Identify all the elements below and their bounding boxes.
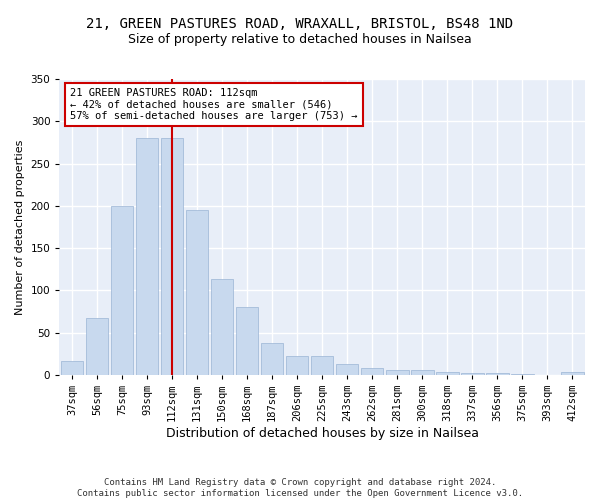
Bar xyxy=(411,370,434,375)
Bar xyxy=(161,138,183,375)
Bar xyxy=(336,364,358,375)
X-axis label: Distribution of detached houses by size in Nailsea: Distribution of detached houses by size … xyxy=(166,427,479,440)
Bar xyxy=(136,138,158,375)
Bar xyxy=(436,372,458,375)
Bar xyxy=(236,308,259,375)
Y-axis label: Number of detached properties: Number of detached properties xyxy=(15,140,25,314)
Text: Contains HM Land Registry data © Crown copyright and database right 2024.
Contai: Contains HM Land Registry data © Crown c… xyxy=(77,478,523,498)
Bar xyxy=(110,206,133,375)
Bar xyxy=(311,356,334,375)
Bar xyxy=(61,362,83,375)
Bar xyxy=(361,368,383,375)
Bar xyxy=(286,356,308,375)
Text: Size of property relative to detached houses in Nailsea: Size of property relative to detached ho… xyxy=(128,32,472,46)
Bar xyxy=(211,280,233,375)
Bar xyxy=(561,372,584,375)
Bar xyxy=(186,210,208,375)
Bar xyxy=(461,373,484,375)
Text: 21, GREEN PASTURES ROAD, WRAXALL, BRISTOL, BS48 1ND: 21, GREEN PASTURES ROAD, WRAXALL, BRISTO… xyxy=(86,18,514,32)
Bar xyxy=(386,370,409,375)
Text: 21 GREEN PASTURES ROAD: 112sqm
← 42% of detached houses are smaller (546)
57% of: 21 GREEN PASTURES ROAD: 112sqm ← 42% of … xyxy=(70,88,358,121)
Bar xyxy=(486,373,509,375)
Bar xyxy=(261,343,283,375)
Bar xyxy=(86,318,108,375)
Bar xyxy=(511,374,533,375)
